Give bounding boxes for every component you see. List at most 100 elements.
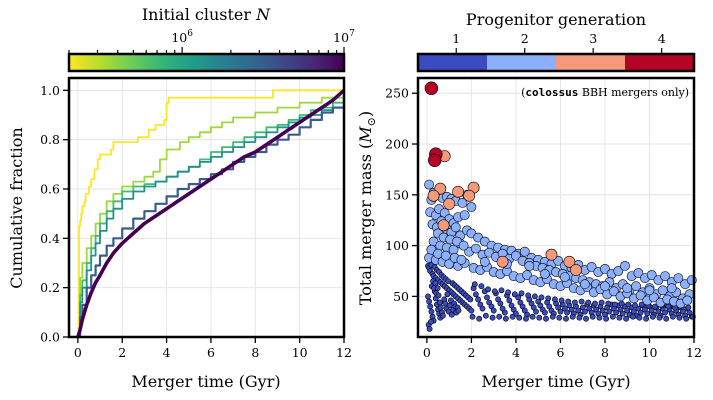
scatter-point-gen-1 <box>439 312 446 319</box>
scatter-point-gen-1 <box>435 292 442 299</box>
right-ytick-label: 250 <box>385 86 409 101</box>
scatter-point-gen-1 <box>545 295 552 302</box>
scatter-point-gen-4 <box>428 153 442 168</box>
scatter-point-gen-1 <box>576 314 583 321</box>
right-axes-frame <box>416 76 696 339</box>
left-ytick-label: 1.0 <box>40 83 60 98</box>
scatter-point-gen-1 <box>529 313 536 320</box>
left-panel: 0 2 4 6 8 10 12 0.0 0.2 0.4 0.6 0.8 1.0 Merger time … <box>7 76 352 391</box>
scatter-point-gen-1 <box>437 304 444 311</box>
scatter-point-gen-1 <box>427 318 434 325</box>
scatter-point-gen-3 <box>443 197 456 210</box>
scatter-point-gen-1 <box>618 300 625 307</box>
scatter-point-gen-3 <box>452 185 464 198</box>
scatter-point-gen-1 <box>523 315 529 322</box>
scatter-point-gen-1 <box>557 308 564 315</box>
right-ytick-label: 150 <box>385 187 409 202</box>
left-xtick-label: 10 <box>292 345 308 360</box>
scatter-point-gen-1 <box>479 305 486 312</box>
scatter-point-gen-1 <box>616 314 623 321</box>
cdf-line-N=2e6 <box>77 105 345 338</box>
scatter-point-gen-1 <box>549 313 556 320</box>
right-colorbar-ticks: 1 2 3 4 <box>452 31 666 54</box>
right-annotation: (colossus BBH mergers only) <box>521 86 689 99</box>
scatter-point-gen-3 <box>545 248 558 261</box>
right-ylabel-end: ) <box>356 111 375 117</box>
scatter-point-gen-2 <box>459 210 470 220</box>
scatter-point-gen-1 <box>582 308 588 315</box>
right-colorbar-tick-label: 2 <box>521 31 529 46</box>
scatter-point-gen-1 <box>649 313 656 320</box>
scatter-point-gen-1 <box>533 308 539 315</box>
right-colorbar-segment <box>556 54 626 71</box>
right-ylabel-var: M <box>356 126 375 144</box>
scatter-point-gen-2 <box>635 290 646 301</box>
scatter-point-gen-1 <box>685 304 692 311</box>
scatter-point-gen-2 <box>522 270 532 280</box>
cdf-line-N=1e7 <box>76 88 346 338</box>
scatter-point-gen-1 <box>598 299 605 306</box>
scatter-point-gen-1 <box>532 293 538 300</box>
scatter-point-gen-1 <box>485 286 491 293</box>
right-colorbar-tick-label: 4 <box>658 31 666 46</box>
scatter-point-gen-1 <box>484 294 490 301</box>
left-colorbar-label: Initial cluster N <box>142 5 271 24</box>
scatter-point-gen-1 <box>676 314 683 321</box>
scatter-point-gen-1 <box>489 314 496 321</box>
scatter-point-gen-2 <box>479 256 490 267</box>
scatter-point-gen-2 <box>673 273 684 283</box>
right-xlabel: Merger time (Gyr) <box>481 372 630 391</box>
scatter-point-gen-1 <box>612 301 618 308</box>
scatter-point-gen-3 <box>463 189 476 202</box>
scatter-point-gen-2 <box>511 250 521 261</box>
right-colorbar-segment <box>487 54 557 71</box>
cdf-line-N=2e5 <box>77 89 344 338</box>
scatter-point-gen-1 <box>662 309 668 316</box>
right-ylabel-main: Total merger mass ( <box>356 143 375 305</box>
scatter-point-gen-1 <box>436 299 443 306</box>
scatter-point-gen-1 <box>623 315 629 322</box>
scatter-point-gen-1 <box>428 308 435 315</box>
scatter-point-gen-1 <box>638 301 645 308</box>
scatter-point-gen-1 <box>670 313 676 320</box>
scatter-point-gen-1 <box>491 288 498 295</box>
scatter-point-gen-1 <box>603 315 609 322</box>
scatter-point-gen-2 <box>613 266 624 276</box>
scatter-point-gen-1 <box>472 291 479 298</box>
right-xtick-label: 8 <box>601 345 609 360</box>
right-ylabel-sub: ⊙ <box>365 117 378 126</box>
scatter-point-gen-1 <box>632 302 638 309</box>
scatter-point-gen-1 <box>543 315 549 322</box>
scatter-point-gen-2 <box>470 243 481 254</box>
scatter-point-gen-1 <box>683 315 690 322</box>
scatter-point-gen-1 <box>656 314 663 321</box>
scatter-point-gen-1 <box>516 314 523 321</box>
left-xtick-label: 2 <box>118 345 126 360</box>
right-panel: 0 2 4 6 8 10 12 50 100 150 200 250 (colossus BBH me… <box>356 76 702 391</box>
scatter-point-gen-3 <box>570 264 582 276</box>
scatter-point-gen-3 <box>563 255 576 268</box>
scatter-point-gen-1 <box>506 297 513 304</box>
left-colorbar-tick-label: 107 <box>333 29 355 45</box>
right-colorbar: Progenitor generation 1 2 3 4 <box>416 10 696 73</box>
scatter-point-gen-2 <box>458 240 469 251</box>
cdf-line-N=5e6 <box>77 100 346 339</box>
right-xtick-label: 0 <box>423 345 431 360</box>
scatter-point-gen-1 <box>605 300 612 307</box>
scatter-point-gen-4 <box>424 81 439 95</box>
right-colorbar-label: Progenitor generation <box>466 10 646 29</box>
scatter-point-gen-2 <box>600 263 610 274</box>
left-xlabel: Merger time (Gyr) <box>131 372 280 391</box>
scatter-point-gen-1 <box>505 289 511 296</box>
scatter-point-gen-1 <box>538 294 545 301</box>
scatter-point-gen-2 <box>586 261 597 272</box>
scatter-point-gen-2 <box>524 260 535 271</box>
left-lines <box>76 88 346 339</box>
scatter-point-gen-1 <box>469 313 476 320</box>
left-ytick-label: 0.8 <box>40 132 60 147</box>
scatter-point-gen-1 <box>569 313 576 320</box>
scatter-point-gen-1 <box>613 309 619 316</box>
scatter-point-gen-1 <box>542 309 548 316</box>
scatter-point-gen-1 <box>572 299 578 306</box>
left-colorbar-ticks: 106 107 <box>68 29 355 54</box>
